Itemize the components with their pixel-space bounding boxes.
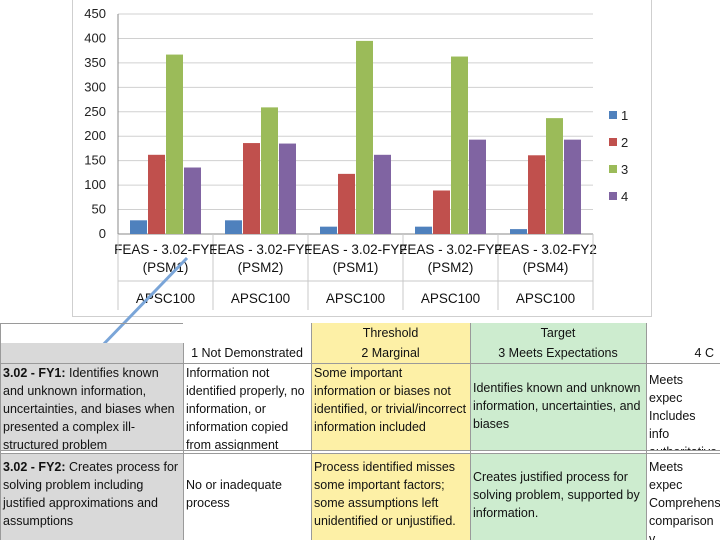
category-sublabel: (PSM1) bbox=[143, 260, 189, 275]
fy1-level1: Information not identified properly, no … bbox=[186, 366, 305, 450]
group-label: APSC100 bbox=[421, 291, 480, 306]
bar-2-3 bbox=[338, 173, 355, 234]
grid-line bbox=[0, 323, 1, 540]
group-label: APSC100 bbox=[516, 291, 575, 306]
category-label: FEAS - 3.02-FY1 bbox=[114, 242, 217, 257]
y-tick-label: 300 bbox=[84, 79, 106, 94]
y-tick-label: 200 bbox=[84, 128, 106, 143]
y-tick-label: 50 bbox=[92, 202, 106, 217]
criterion-fy1: 3.02 - FY1: Identifies known and unknown… bbox=[0, 363, 183, 450]
group-label: APSC100 bbox=[326, 291, 385, 306]
fy1-level4: Meets expec Includes info authoritative … bbox=[649, 373, 717, 450]
category-label: FEAS - 3.02-FY1 bbox=[209, 242, 312, 257]
bar-4-4 bbox=[469, 139, 486, 234]
category-label: FEAS - 3.02-FY2 bbox=[494, 242, 597, 257]
grid-line bbox=[0, 323, 183, 324]
grid-line bbox=[0, 363, 720, 364]
bar-3-5 bbox=[546, 118, 563, 234]
grid-line bbox=[0, 453, 720, 454]
bar-1-2 bbox=[225, 220, 242, 234]
col-exceeds: 4 C bbox=[694, 346, 714, 360]
target-header: Target bbox=[470, 323, 646, 343]
criterion-fy2: 3.02 - FY2: Creates process for solving … bbox=[0, 453, 183, 540]
legend-swatch bbox=[609, 111, 617, 119]
criterion-header bbox=[0, 343, 183, 363]
col-marginal: 2 Marginal bbox=[311, 343, 470, 363]
bar-1-4 bbox=[415, 226, 432, 234]
category-label: FEAS - 3.02-FY2 bbox=[399, 242, 502, 257]
y-tick-label: 250 bbox=[84, 104, 106, 119]
bar-2-4 bbox=[433, 190, 450, 234]
bar-2-2 bbox=[243, 143, 260, 234]
fy2-level3: Creates justified process for solving pr… bbox=[470, 453, 646, 540]
bar-2-1 bbox=[148, 154, 165, 234]
fy1-level2: Some important information or biases not… bbox=[311, 363, 470, 450]
bar-1-1 bbox=[130, 220, 147, 234]
bar-4-3 bbox=[374, 154, 391, 234]
legend-swatch bbox=[609, 192, 617, 200]
bar-2-5 bbox=[528, 155, 545, 234]
col-meets-expectations: 3 Meets Expectations bbox=[470, 343, 646, 363]
chart-canvas: 0 50 100 150 200 250 300 350 400 450 FEAS - 3.02-F… bbox=[84, 6, 628, 310]
category-sublabel: (PSM1) bbox=[333, 260, 379, 275]
grid-line bbox=[0, 450, 720, 451]
fy2-level4: Meets expec Comprehens comparison v appr… bbox=[649, 460, 720, 540]
legend-label: 1 bbox=[621, 108, 628, 123]
bar-4-1 bbox=[184, 167, 201, 234]
group-label: APSC100 bbox=[231, 291, 290, 306]
fy2-level1: No or inadequate process bbox=[186, 478, 282, 510]
y-tick-label: 150 bbox=[84, 153, 106, 168]
legend-swatch bbox=[609, 165, 617, 173]
bar-3-4 bbox=[451, 56, 468, 235]
grid-line bbox=[311, 323, 312, 540]
col-not-demonstrated: 1 Not Demonstrated bbox=[191, 346, 303, 360]
category-sublabel: (PSM2) bbox=[428, 260, 474, 275]
group-label: APSC100 bbox=[136, 291, 195, 306]
bar-3-2 bbox=[261, 107, 278, 234]
y-tick-label: 100 bbox=[84, 177, 106, 192]
category-label: FEAS - 3.02-FY2 bbox=[304, 242, 407, 257]
bar-4-2 bbox=[279, 143, 296, 234]
y-tick-label: 0 bbox=[99, 226, 106, 241]
bar-3-1 bbox=[166, 54, 183, 235]
grid-line bbox=[646, 323, 647, 540]
bar-4-5 bbox=[564, 139, 581, 234]
rubric-table: Threshold Target 1 Not Demonstrated 2 Ma… bbox=[0, 323, 720, 540]
fy1-level3: Identifies known and unknown information… bbox=[470, 363, 646, 450]
legend-label: 4 bbox=[621, 189, 628, 204]
fy2-level2: Process identified misses some important… bbox=[311, 453, 470, 540]
y-tick-label: 400 bbox=[84, 30, 106, 45]
grid-line bbox=[183, 343, 184, 540]
legend-label: 2 bbox=[621, 135, 628, 150]
legend-label: 3 bbox=[621, 162, 628, 177]
category-sublabel: (PSM4) bbox=[523, 260, 569, 275]
y-tick-label: 450 bbox=[84, 6, 106, 21]
category-sublabel: (PSM2) bbox=[238, 260, 284, 275]
y-tick-label: 350 bbox=[84, 55, 106, 70]
bar-3-3 bbox=[356, 40, 373, 235]
grid-line bbox=[470, 323, 471, 540]
bar-1-3 bbox=[320, 226, 337, 234]
bar-1-5 bbox=[510, 229, 527, 234]
legend-swatch bbox=[609, 138, 617, 146]
threshold-header: Threshold bbox=[311, 323, 470, 343]
bar-chart: 0 50 100 150 200 250 300 350 400 450 FEAS - 3.02-F… bbox=[72, 0, 652, 317]
